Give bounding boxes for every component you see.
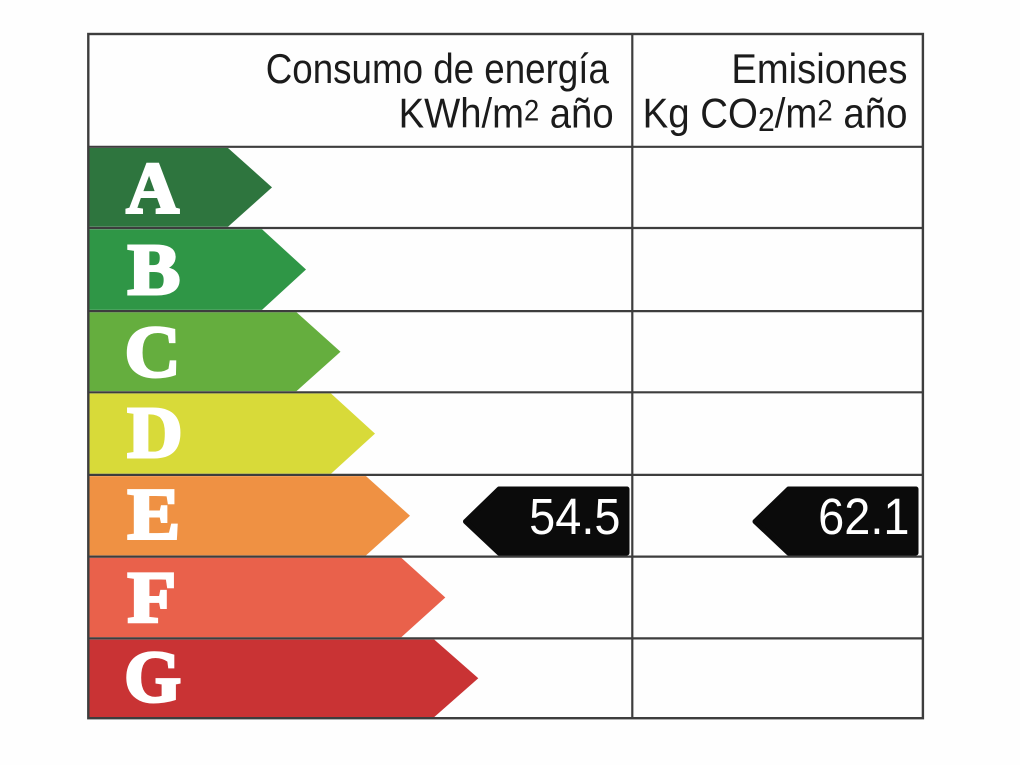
svg-text:Consumo de energía: Consumo de energía bbox=[266, 46, 609, 93]
svg-text:F: F bbox=[128, 557, 177, 638]
svg-text:E: E bbox=[128, 474, 181, 555]
svg-text:D: D bbox=[127, 393, 182, 474]
svg-text:KWh/m2 año: KWh/m2 año bbox=[399, 90, 614, 137]
svg-text:Emisiones: Emisiones bbox=[731, 46, 907, 93]
svg-text:C: C bbox=[125, 312, 181, 393]
svg-text:B: B bbox=[128, 230, 181, 311]
svg-text:A: A bbox=[126, 148, 179, 229]
svg-text:62.1: 62.1 bbox=[818, 489, 909, 545]
svg-text:G: G bbox=[124, 636, 181, 717]
svg-text:54.5: 54.5 bbox=[529, 489, 620, 545]
svg-text:Kg CO2/m2 año: Kg CO2/m2 año bbox=[643, 90, 908, 138]
